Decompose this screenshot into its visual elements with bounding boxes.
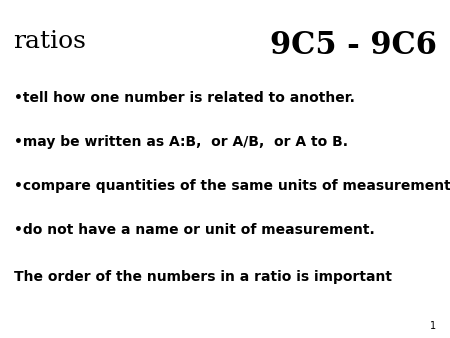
Text: •compare quantities of the same units of measurement: •compare quantities of the same units of… <box>14 179 450 193</box>
Text: •may be written as A:B,  or A/B,  or A to B.: •may be written as A:B, or A/B, or A to … <box>14 135 347 149</box>
Text: 1: 1 <box>430 321 436 331</box>
Text: •do not have a name or unit of measurement.: •do not have a name or unit of measureme… <box>14 223 374 237</box>
Text: •tell how one number is related to another.: •tell how one number is related to anoth… <box>14 91 355 105</box>
Text: 9C5 - 9C6: 9C5 - 9C6 <box>270 30 436 62</box>
Text: ratios: ratios <box>14 30 86 53</box>
Text: The order of the numbers in a ratio is important: The order of the numbers in a ratio is i… <box>14 270 392 284</box>
